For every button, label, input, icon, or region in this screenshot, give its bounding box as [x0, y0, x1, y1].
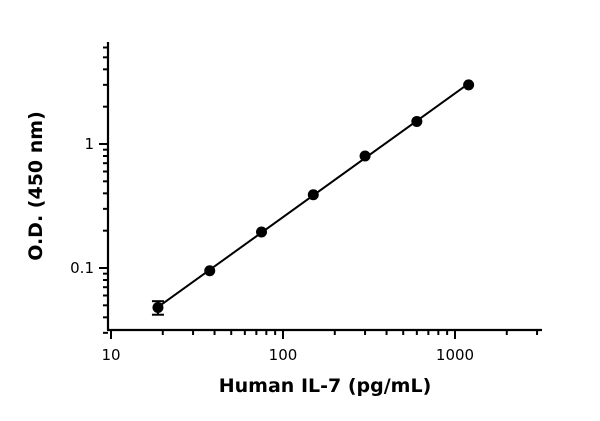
data-point — [204, 265, 216, 277]
x-axis-title: Human IL-7 (pg/mL) — [219, 375, 432, 397]
y-tick-label: 1 — [84, 135, 94, 153]
data-point — [463, 79, 475, 91]
y-axis-title: O.D. (450 nm) — [25, 111, 47, 261]
tick-labels: 10 100 1000 0.1 1 — [70, 135, 474, 364]
data-point — [307, 189, 319, 201]
data-point — [359, 150, 371, 162]
plot-layer — [151, 79, 475, 316]
data-point — [256, 226, 268, 238]
x-tick-label: 1000 — [436, 346, 474, 364]
axes — [106, 42, 542, 332]
x-tick-label: 100 — [269, 346, 298, 364]
y-tick-label: 0.1 — [70, 259, 94, 277]
ticks — [99, 46, 539, 339]
x-tick-label: 10 — [101, 346, 120, 364]
data-point — [152, 302, 164, 314]
data-point — [411, 115, 423, 127]
